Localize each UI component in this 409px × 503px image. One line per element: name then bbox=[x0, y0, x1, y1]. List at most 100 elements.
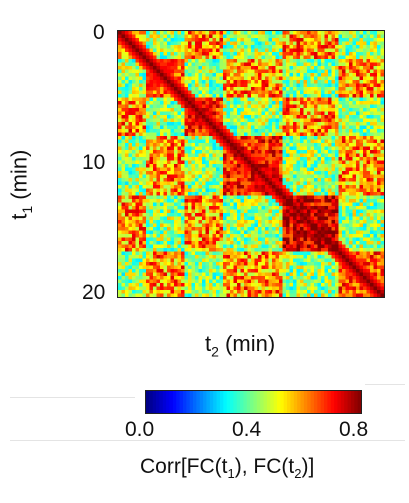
heatmap-cell bbox=[286, 157, 290, 161]
heatmap-cell bbox=[321, 164, 325, 168]
heatmap-cell bbox=[289, 38, 294, 42]
heatmap-cell bbox=[135, 206, 140, 210]
heatmap-cell bbox=[338, 206, 343, 210]
heatmap-cell bbox=[328, 244, 332, 249]
heatmap-cell bbox=[163, 59, 168, 63]
heatmap-cell bbox=[328, 146, 332, 151]
heatmap-cell bbox=[233, 206, 238, 210]
heatmap-cell bbox=[303, 38, 308, 42]
heatmap-cell bbox=[356, 118, 360, 123]
heatmap-cell bbox=[324, 178, 329, 182]
heatmap-cell bbox=[279, 62, 283, 67]
heatmap-cell bbox=[324, 241, 329, 245]
heatmap-cell bbox=[275, 136, 280, 140]
heatmap-cell bbox=[139, 244, 143, 249]
heatmap-cell bbox=[219, 167, 224, 172]
heatmap-cell bbox=[359, 55, 364, 60]
heatmap-cell bbox=[324, 97, 329, 102]
heatmap-cell bbox=[128, 234, 133, 238]
heatmap-cell bbox=[328, 73, 332, 77]
heatmap-cell bbox=[121, 181, 126, 186]
heatmap-cell bbox=[275, 48, 280, 53]
heatmap-cell bbox=[356, 48, 360, 53]
heatmap-cell bbox=[331, 185, 336, 189]
heatmap-cell bbox=[128, 69, 133, 74]
heatmap-cell bbox=[188, 244, 192, 249]
heatmap-cell bbox=[289, 69, 294, 74]
heatmap-cell bbox=[163, 220, 168, 224]
heatmap-cell bbox=[300, 69, 304, 74]
heatmap-cell bbox=[181, 83, 185, 88]
heatmap-cell bbox=[314, 97, 318, 102]
heatmap-cell bbox=[198, 97, 203, 102]
heatmap-cell bbox=[370, 178, 374, 182]
heatmap-cell bbox=[121, 213, 126, 217]
heatmap-cell bbox=[349, 90, 353, 95]
heatmap-cell bbox=[345, 62, 350, 67]
heatmap-cell bbox=[121, 48, 126, 53]
heatmap-cell bbox=[167, 209, 171, 214]
heatmap-cell bbox=[345, 164, 350, 168]
heatmap-cell bbox=[296, 181, 301, 186]
heatmap-cell bbox=[310, 202, 315, 207]
heatmap-cell bbox=[338, 34, 343, 39]
heatmap-cell bbox=[328, 255, 332, 259]
heatmap-cell bbox=[307, 255, 311, 259]
heatmap-cell bbox=[373, 150, 378, 154]
heatmap-cell bbox=[118, 41, 122, 46]
heatmap-cell bbox=[216, 220, 220, 224]
heatmap-cell bbox=[230, 213, 234, 217]
heatmap-cell bbox=[156, 185, 161, 189]
heatmap-cell bbox=[370, 52, 374, 56]
heatmap-cell bbox=[118, 111, 122, 116]
heatmap-cell bbox=[244, 244, 248, 249]
heatmap-cell bbox=[338, 237, 343, 242]
heatmap-cell bbox=[342, 48, 346, 53]
heatmap-cell bbox=[363, 216, 367, 221]
heatmap-cell bbox=[272, 188, 276, 193]
heatmap-cell bbox=[317, 52, 322, 56]
heatmap-cell bbox=[282, 118, 287, 123]
heatmap-cell bbox=[160, 38, 164, 42]
heatmap-cell bbox=[282, 136, 287, 140]
heatmap-cell bbox=[177, 160, 182, 165]
heatmap-cell bbox=[216, 59, 220, 63]
heatmap-cell bbox=[223, 69, 227, 74]
heatmap-cell bbox=[209, 237, 213, 242]
heatmap-cell bbox=[338, 104, 343, 109]
heatmap-cell bbox=[275, 171, 280, 175]
heatmap-cell bbox=[314, 209, 318, 214]
heatmap-cell bbox=[181, 241, 185, 245]
heatmap-cell bbox=[202, 139, 206, 144]
heatmap-cell bbox=[331, 251, 336, 256]
heatmap-cell bbox=[125, 87, 129, 91]
heatmap-cell bbox=[149, 111, 154, 116]
heatmap-cell bbox=[247, 199, 252, 203]
heatmap-cell bbox=[139, 69, 143, 74]
heatmap-cell bbox=[275, 69, 280, 74]
heatmap-cell bbox=[328, 171, 332, 175]
heatmap-cell bbox=[310, 150, 315, 154]
heatmap-cell bbox=[223, 115, 227, 119]
heatmap-cell bbox=[219, 38, 224, 42]
heatmap-cell bbox=[216, 73, 220, 77]
heatmap-cell bbox=[184, 104, 189, 109]
heatmap-cell bbox=[286, 209, 290, 214]
heatmap-cell bbox=[121, 258, 126, 263]
heatmap-cell bbox=[195, 160, 199, 165]
heatmap-cell bbox=[149, 118, 154, 123]
heatmap-cell bbox=[160, 132, 164, 137]
heatmap-cell bbox=[310, 104, 315, 109]
heatmap-cell bbox=[272, 174, 276, 179]
heatmap-cell bbox=[149, 76, 154, 81]
heatmap-cell bbox=[310, 188, 315, 193]
heatmap-cell bbox=[202, 188, 206, 193]
heatmap-cell bbox=[359, 52, 364, 56]
heatmap-cell bbox=[317, 185, 322, 189]
heatmap-cell bbox=[279, 171, 283, 175]
heatmap-cell bbox=[307, 55, 311, 60]
heatmap-cell bbox=[153, 202, 157, 207]
heatmap-cell bbox=[237, 160, 241, 165]
heatmap-cell bbox=[345, 104, 350, 109]
heatmap-cell bbox=[324, 150, 329, 154]
